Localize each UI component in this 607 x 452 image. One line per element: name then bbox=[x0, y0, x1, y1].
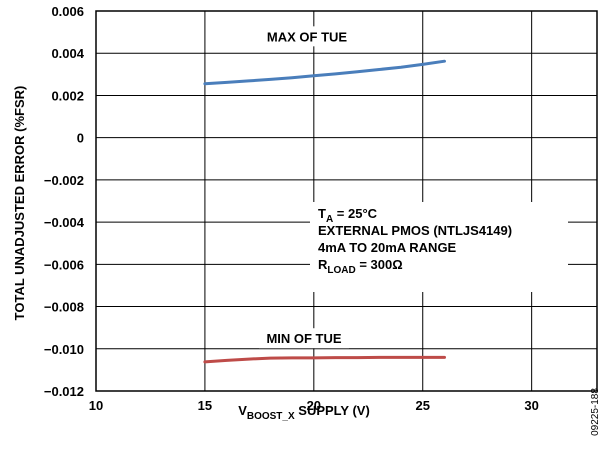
y-tick-label: 0.002 bbox=[51, 88, 84, 103]
y-axis-title: TOTAL UNADJUSTED ERROR (%FSR) bbox=[12, 86, 27, 321]
y-tick-label: 0.006 bbox=[51, 4, 84, 19]
plot-frame bbox=[95, 10, 598, 392]
y-tick-label: −0.006 bbox=[44, 257, 84, 272]
y-tick-label: −0.004 bbox=[44, 215, 85, 230]
x-axis-title-main: V bbox=[238, 403, 247, 418]
x-axis-title: VBOOST_X SUPPLY (V) bbox=[238, 403, 370, 422]
x-tick-labels: 10 15 20 25 30 bbox=[89, 398, 539, 413]
series-label-bg bbox=[259, 328, 349, 349]
series-line-min-of-tue bbox=[203, 355, 446, 364]
x-axis-title-rest: SUPPLY (V) bbox=[295, 403, 370, 418]
x-tick-label: 15 bbox=[198, 398, 212, 413]
y-tick-label: −0.010 bbox=[44, 342, 84, 357]
y-tick-label: −0.008 bbox=[44, 300, 84, 315]
series-label: MAX OF TUE bbox=[267, 29, 347, 44]
x-axis-title-subscript: BOOST_X bbox=[247, 411, 295, 422]
y-tick-label: −0.012 bbox=[44, 384, 84, 399]
y-tick-label: 0 bbox=[77, 131, 84, 146]
figure-id: 09225-188 bbox=[590, 388, 601, 436]
series-label: MIN OF TUE bbox=[266, 331, 341, 346]
annotation-line: RLOAD = 300Ω bbox=[318, 257, 403, 276]
annotation-line: EXTERNAL PMOS (NTLJS4149) bbox=[318, 223, 512, 238]
x-tick-label: 25 bbox=[416, 398, 430, 413]
series-label-bg bbox=[262, 26, 352, 47]
series-labels: MAX OF TUE MIN OF TUE bbox=[259, 26, 352, 349]
plot-border bbox=[95, 10, 598, 392]
series-layer bbox=[203, 59, 446, 364]
y-tick-label: 0.004 bbox=[51, 46, 84, 61]
x-tick-label: 20 bbox=[307, 398, 321, 413]
x-tick-label: 30 bbox=[524, 398, 538, 413]
x-tick-label: 10 bbox=[89, 398, 103, 413]
y-tick-label: −0.002 bbox=[44, 173, 84, 188]
annotation-bg bbox=[310, 202, 568, 292]
annotation-line: TA = 25°C bbox=[318, 206, 378, 225]
y-tick-labels: 0.006 0.004 0.002 0 −0.002 −0.004 −0.006 −0.008… bbox=[44, 4, 85, 399]
series-line-max-of-tue bbox=[203, 59, 446, 86]
annotation-line: 4mA TO 20mA RANGE bbox=[318, 240, 457, 255]
